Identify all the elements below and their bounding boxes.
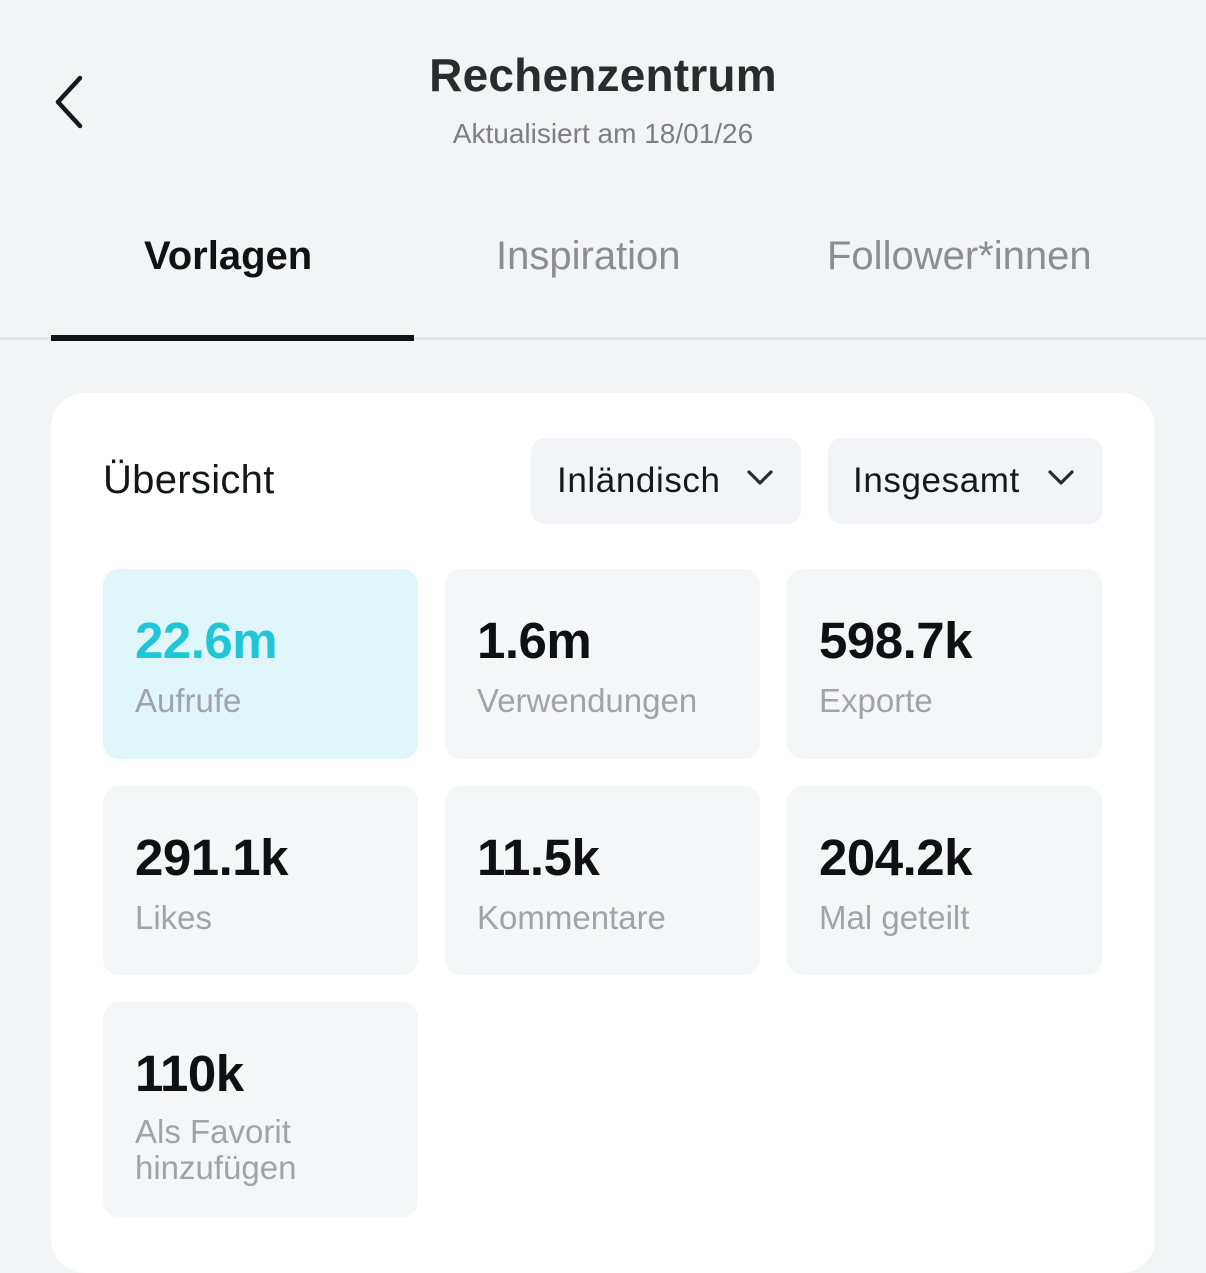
stat-card-mal-geteilt[interactable]: 204.2k Mal geteilt: [787, 786, 1102, 975]
stat-value: 22.6m: [135, 612, 278, 669]
period-dropdown[interactable]: Insgesamt: [828, 438, 1103, 524]
stat-label: Likes: [135, 899, 213, 936]
stat-value: 598.7k: [819, 612, 973, 669]
stat-value: 291.1k: [135, 829, 289, 886]
active-tab-indicator: [51, 335, 414, 341]
stat-card-exporte[interactable]: 598.7k Exporte: [787, 569, 1102, 759]
region-dropdown-label: Inländisch: [557, 461, 721, 500]
chevron-down-icon: [1048, 470, 1074, 485]
stat-label: Mal geteilt: [819, 899, 970, 936]
chevron-down-icon: [747, 470, 773, 485]
stat-label: Als Favorit hinzufügen: [135, 1113, 297, 1186]
stat-label: Aufrufe: [135, 682, 242, 719]
page-title: Rechenzentrum: [429, 49, 777, 101]
tab-divider: [0, 337, 1206, 340]
overview-card: Übersicht Inländisch Insgesamt 22.6m Auf…: [51, 393, 1155, 1273]
period-dropdown-label: Insgesamt: [853, 461, 1020, 500]
stat-value: 11.5k: [477, 829, 600, 886]
stat-label: Kommentare: [477, 899, 666, 936]
stat-label: Verwendungen: [477, 682, 698, 719]
stat-card-aufrufe[interactable]: 22.6m Aufrufe: [103, 569, 418, 759]
chevron-left-icon: [55, 75, 83, 129]
stat-value: 110k: [135, 1045, 244, 1102]
header: Rechenzentrum Aktualisiert am 18/01/26: [0, 0, 1206, 190]
tab-inspiration[interactable]: Inspiration: [496, 234, 681, 278]
tab-bar: Vorlagen Inspiration Follower*innen: [0, 190, 1206, 341]
stat-value: 1.6m: [477, 612, 592, 669]
tab-followers[interactable]: Follower*innen: [827, 234, 1092, 278]
last-updated-text: Aktualisiert am 18/01/26: [452, 118, 754, 149]
stat-card-likes[interactable]: 291.1k Likes: [103, 786, 418, 975]
stat-value: 204.2k: [819, 829, 973, 886]
stat-card-kommentare[interactable]: 11.5k Kommentare: [445, 786, 760, 975]
back-button[interactable]: [40, 62, 100, 142]
stat-card-verwendungen[interactable]: 1.6m Verwendungen: [445, 569, 760, 759]
tab-vorlagen[interactable]: Vorlagen: [144, 234, 313, 278]
stat-card-favoriten[interactable]: 110k Als Favorit hinzufügen: [103, 1002, 418, 1217]
overview-title: Übersicht: [103, 458, 275, 502]
stat-label: Exporte: [819, 682, 933, 719]
region-dropdown[interactable]: Inländisch: [531, 438, 801, 524]
